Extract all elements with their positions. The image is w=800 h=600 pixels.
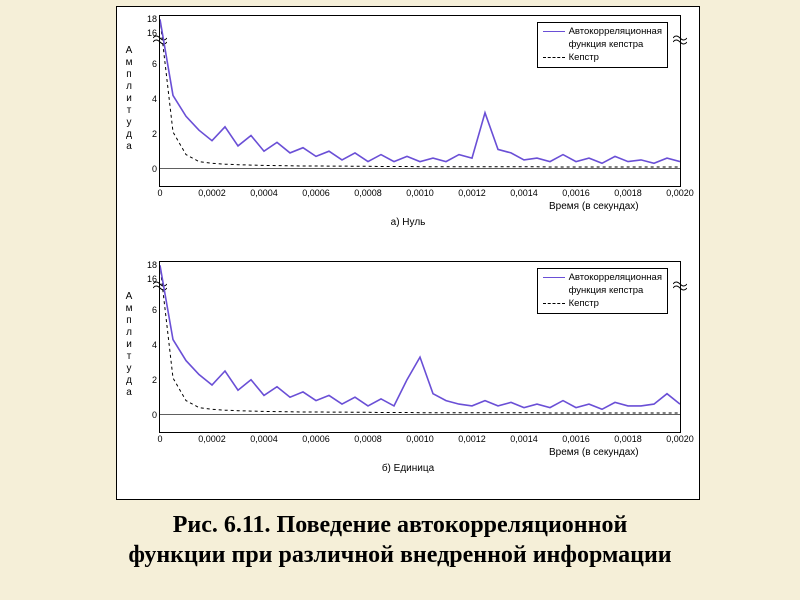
legend-label: Автокорреляционная (569, 26, 662, 37)
legend-item: Автокорреляционная (543, 26, 662, 39)
x-tick-label: 0,0010 (406, 432, 434, 444)
legend: Автокорреляционная функция кепстраКепстр (537, 268, 668, 314)
legend-swatch-icon (543, 277, 565, 278)
x-tick-label: 0 (157, 186, 162, 198)
chart-panel-b: Амплитуда 0246161800,00020,00040,00060,00… (117, 253, 699, 499)
legend-swatch-icon (543, 57, 565, 58)
legend-item: Кепстр (543, 298, 662, 311)
panel-subtitle: а) Нуль (117, 217, 699, 228)
x-tick-label: 0,0002 (198, 186, 226, 198)
legend-item: Автокорреляционная (543, 272, 662, 285)
y-tick-label: 18 (147, 14, 160, 24)
y-axis-label: Амплитуда (123, 291, 135, 399)
x-tick-label: 0 (157, 432, 162, 444)
plot-area: 0246161800,00020,00040,00060,00080,00100… (159, 15, 681, 187)
y-tick-label: 0 (152, 410, 160, 420)
legend-item: Кепстр (543, 52, 662, 65)
y-tick-label: 4 (152, 94, 160, 104)
x-tick-label: 0,0020 (666, 186, 694, 198)
y-tick-label: 2 (152, 129, 160, 139)
charts-block: Амплитуда 0246161800,00020,00040,00060,00… (116, 6, 700, 500)
caption-line-1: Рис. 6.11. Поведение автокорреляционной (0, 510, 800, 540)
figure-caption: Рис. 6.11. Поведение автокорреляционной … (0, 510, 800, 570)
y-tick-label: 0 (152, 164, 160, 174)
x-tick-label: 0,0018 (614, 186, 642, 198)
legend-label: Кепстр (569, 52, 599, 63)
y-tick-label: 2 (152, 375, 160, 385)
x-tick-label: 0,0004 (250, 432, 278, 444)
caption-line-2: функции при различной внедренной информа… (0, 540, 800, 570)
x-tick-label: 0,0006 (302, 186, 330, 198)
y-tick-label: 6 (152, 305, 160, 315)
legend-label: Кепстр (569, 298, 599, 309)
x-tick-label: 0,0002 (198, 432, 226, 444)
x-tick-label: 0,0016 (562, 186, 590, 198)
chart-panel-a: Амплитуда 0246161800,00020,00040,00060,00… (117, 7, 699, 253)
x-tick-label: 0,0010 (406, 186, 434, 198)
x-tick-label: 0,0012 (458, 186, 486, 198)
x-tick-label: 0,0020 (666, 432, 694, 444)
panel-subtitle: б) Единица (117, 463, 699, 474)
legend-swatch-icon (543, 31, 565, 32)
legend-swatch-icon (543, 303, 565, 304)
x-tick-label: 0,0008 (354, 186, 382, 198)
x-tick-label: 0,0014 (510, 432, 538, 444)
x-tick-label: 0,0006 (302, 432, 330, 444)
legend-label: Автокорреляционная (569, 272, 662, 283)
legend: Автокорреляционная функция кепстраКепстр (537, 22, 668, 68)
legend-item: функция кепстра (543, 39, 662, 52)
x-tick-label: 0,0004 (250, 186, 278, 198)
legend-item: функция кепстра (543, 285, 662, 298)
x-tick-label: 0,0018 (614, 432, 642, 444)
y-tick-label: 18 (147, 260, 160, 270)
x-tick-label: 0,0016 (562, 432, 590, 444)
x-tick-label: 0,0008 (354, 432, 382, 444)
plot-area: 0246161800,00020,00040,00060,00080,00100… (159, 261, 681, 433)
y-tick-label: 6 (152, 59, 160, 69)
x-tick-label: 0,0012 (458, 432, 486, 444)
x-axis-label: Время (в секундах) (549, 201, 639, 212)
y-axis-label: Амплитуда (123, 45, 135, 153)
x-tick-label: 0,0014 (510, 186, 538, 198)
y-tick-label: 4 (152, 340, 160, 350)
x-axis-label: Время (в секундах) (549, 447, 639, 458)
